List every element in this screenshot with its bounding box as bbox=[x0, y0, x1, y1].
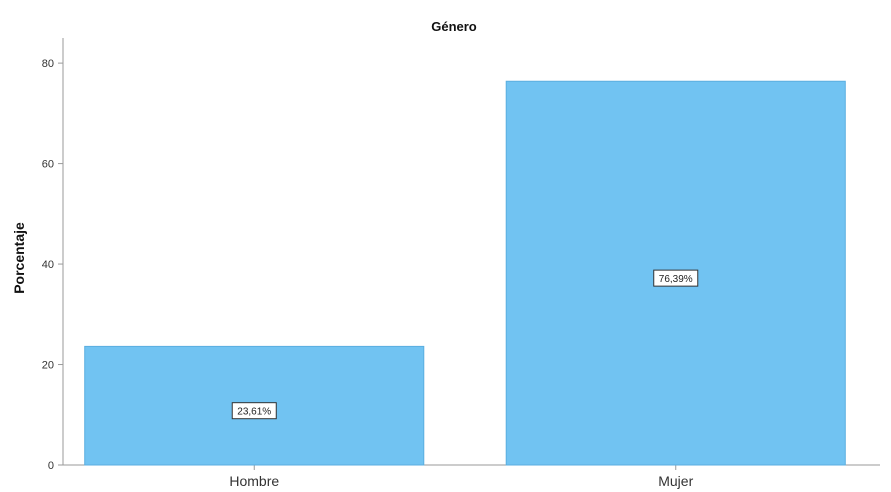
x-axis: Hombre Mujer bbox=[63, 464, 880, 489]
y-tick-label: 40 bbox=[42, 259, 54, 271]
data-label-box bbox=[653, 269, 699, 287]
y-tick-label: 80 bbox=[42, 58, 54, 70]
x-tick-label: Mujer bbox=[658, 473, 693, 489]
y-axis: 0 20 40 60 80 bbox=[42, 38, 64, 472]
bar-hombre bbox=[84, 345, 425, 466]
y-tick-label: 60 bbox=[42, 159, 54, 171]
data-labels: 23,61% 76,39% bbox=[231, 269, 699, 420]
y-axis-label: Porcentaje bbox=[11, 222, 27, 294]
data-label: 76,39% bbox=[659, 274, 693, 285]
chart-title: Género bbox=[431, 19, 477, 34]
y-tick-label: 20 bbox=[42, 360, 54, 372]
bars bbox=[84, 80, 846, 466]
data-label: 23,61% bbox=[237, 407, 271, 418]
data-label-box bbox=[231, 402, 277, 420]
y-tick-label: 0 bbox=[48, 460, 54, 472]
x-tick-label: Hombre bbox=[229, 473, 279, 489]
